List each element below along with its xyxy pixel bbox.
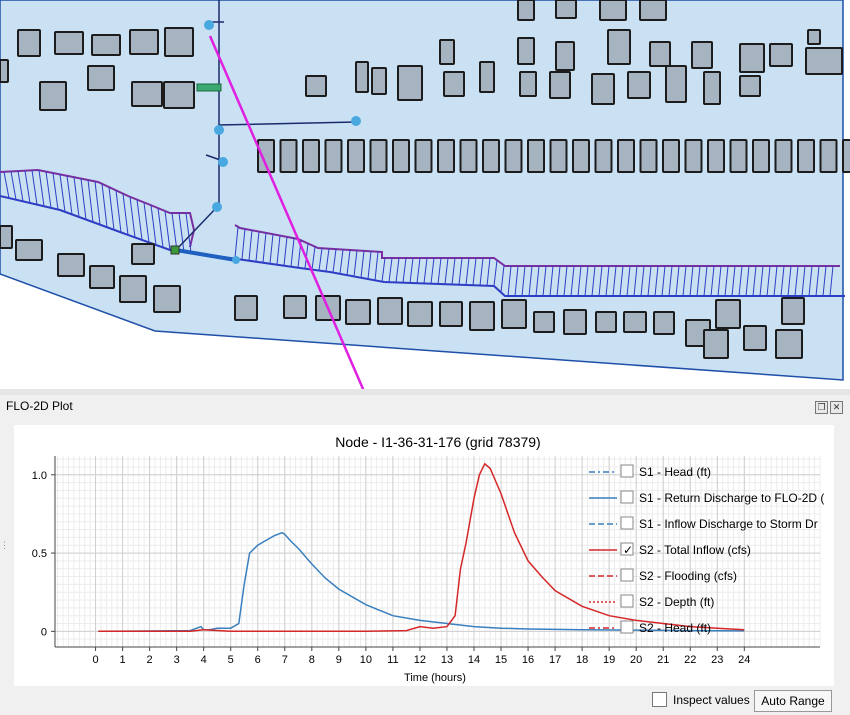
x-tick-label: 1	[120, 654, 126, 666]
x-tick-label: 11	[387, 654, 398, 666]
legend-entry[interactable]: S1 - Return Discharge to FLO-2D (	[589, 490, 824, 505]
x-tick-label: 7	[282, 654, 288, 666]
legend-checkbox[interactable]	[620, 620, 634, 634]
legend-label: S2 - Head (ft)	[639, 621, 711, 635]
legend-checkbox[interactable]	[620, 594, 634, 608]
legend-checkbox[interactable]	[620, 490, 634, 504]
y-tick-label: 0	[41, 626, 47, 638]
x-tick-label: 9	[336, 654, 342, 666]
x-tick-label: 22	[684, 654, 696, 666]
x-tick-label: 12	[414, 654, 426, 666]
x-tick-label: 6	[255, 654, 261, 666]
chart-grid	[55, 456, 821, 648]
legend-entry[interactable]: S1 - Head (ft)	[589, 464, 711, 479]
map-canvas[interactable]	[0, 0, 850, 390]
auto-range-button[interactable]: Auto Range	[754, 690, 832, 712]
legend-entry[interactable]: S2 - Depth (ft)	[589, 594, 714, 609]
chart-svg: Node - I1-36-31-176 (grid 78379) Time (h…	[32, 434, 825, 684]
y-tick-label: 0.5	[32, 548, 47, 560]
legend-checkbox[interactable]	[620, 464, 634, 478]
buildings	[0, 0, 850, 359]
x-tick-label: 18	[576, 654, 588, 666]
legend-entry[interactable]: S1 - Inflow Discharge to Storm Dr	[589, 516, 818, 531]
legend-label: S2 - Total Inflow (cfs)	[639, 543, 751, 557]
chart-legend: S1 - Head (ft) S1 - Return Discharge to F…	[589, 464, 824, 635]
legend-checkbox[interactable]	[620, 568, 634, 582]
y-tick-label: 1.0	[32, 470, 47, 482]
legend-checkbox[interactable]	[620, 516, 634, 530]
x-tick-label: 21	[657, 654, 669, 666]
x-tick-label: 10	[360, 654, 372, 666]
resize-grip[interactable]: ⋮	[0, 540, 9, 550]
legend-checkbox[interactable]	[620, 542, 634, 556]
x-tick-label: 5	[228, 654, 234, 666]
street-boundary-upper	[0, 168, 196, 248]
series-line-2	[98, 462, 745, 633]
x-tick-label: 19	[603, 654, 615, 666]
x-tick-label: 2	[147, 654, 153, 666]
float-icon[interactable]: ❐	[815, 401, 828, 414]
legend-label: S2 - Depth (ft)	[639, 595, 714, 609]
x-tick-label: 20	[630, 654, 642, 666]
plot-panel[interactable]: Node - I1-36-31-176 (grid 78379) Time (h…	[14, 425, 834, 686]
x-tick-label: 4	[201, 654, 207, 666]
legend-entry[interactable]: S2 - Head (ft)	[589, 620, 711, 635]
x-tick-label: 16	[522, 654, 534, 666]
x-tick-label: 3	[174, 654, 180, 666]
x-tick-label: 17	[549, 654, 561, 666]
x-tick-label: 0	[92, 654, 98, 666]
x-tick-label: 15	[495, 654, 507, 666]
dock-title: FLO-2D Plot	[6, 399, 73, 413]
close-icon[interactable]: ✕	[830, 401, 843, 414]
chart-title: Node - I1-36-31-176 (grid 78379)	[335, 434, 540, 450]
legend-label: S1 - Head (ft)	[639, 465, 711, 479]
series-line-1	[98, 531, 745, 633]
legend-entry[interactable]: ✓ S2 - Total Inflow (cfs)	[589, 542, 751, 557]
legend-label: S1 - Return Discharge to FLO-2D (	[639, 491, 824, 505]
panel-splitter[interactable]	[0, 389, 850, 395]
x-tick-label: 24	[738, 654, 750, 666]
x-axis-label: Time (hours)	[404, 672, 466, 684]
x-tick-label: 8	[309, 654, 315, 666]
legend-label: S2 - Flooding (cfs)	[639, 569, 737, 583]
inspect-checkbox-box[interactable]	[652, 692, 667, 707]
map-svg	[0, 0, 850, 390]
x-tick-label: 14	[468, 654, 480, 666]
legend-entry[interactable]: S2 - Flooding (cfs)	[589, 568, 737, 583]
legend-label: S1 - Inflow Discharge to Storm Dr	[639, 517, 818, 531]
check-icon: ✓	[623, 543, 633, 557]
x-tick-label: 13	[441, 654, 453, 666]
inspect-values-checkbox[interactable]: Inspect values	[652, 692, 750, 707]
x-tick-label: 23	[711, 654, 723, 666]
storm-drain-network	[170, 0, 361, 264]
cross-section-hatches	[3, 170, 834, 297]
inspect-values-label: Inspect values	[673, 692, 750, 707]
annotation-arrow	[208, 35, 365, 390]
